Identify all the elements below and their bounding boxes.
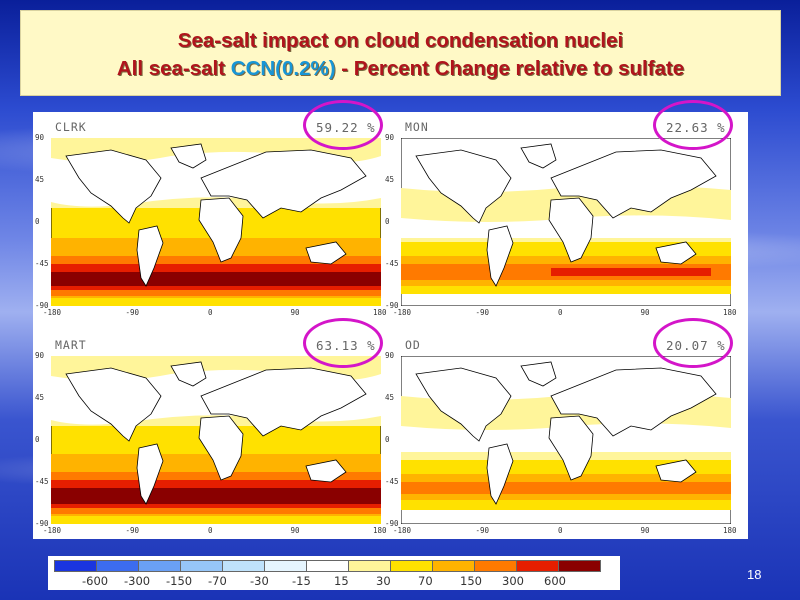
colorbar-label: 70 [418,574,433,588]
panel-label-mart: MART [55,338,87,352]
colorbar-swatch [474,560,517,572]
colorbar-swatch [432,560,475,572]
title-part-a: All sea-salt [116,57,226,80]
colorbar-swatch [516,560,559,572]
map-od [401,356,731,524]
y-tick-label: 90 [35,351,45,360]
x-tick-label: 0 [208,308,213,317]
colorbar-swatch [306,560,349,572]
y-tick-label: 45 [385,175,395,184]
colorbar-label: 150 [460,574,482,588]
panel-label-clrk: CLRK [55,120,87,134]
panel-label-mon: MON [405,120,429,134]
highlight-ring-mon [653,100,733,150]
colorbar-label: 300 [502,574,524,588]
x-tick-label: -180 [393,308,412,317]
y-tick-label: 0 [385,435,390,444]
y-tick-label: -90 [385,301,399,310]
title-banner: Sea-salt impact on cloud condensation nu… [20,10,781,96]
x-tick-label: -90 [475,308,490,317]
colorbar-swatch [558,560,601,572]
highlight-ring-od [653,318,733,368]
y-tick-label: 0 [385,217,390,226]
y-tick-label: 45 [385,393,395,402]
colorbar-label: 15 [334,574,349,588]
y-tick-label: -45 [35,259,49,268]
colorbar: -600 -300 -150 -70 -30 -15 15 30 70 150 300 600 [48,556,620,590]
colorbar-label: -30 [250,574,269,588]
y-tick-label: 90 [385,351,395,360]
x-tick-label: 0 [558,308,563,317]
colorbar-label: -600 [82,574,109,588]
x-tick-label: 180 [723,526,737,535]
x-tick-label: -180 [393,526,412,535]
colorbar-label: -150 [166,574,193,588]
colorbar-label: -15 [292,574,311,588]
x-tick-label: 90 [640,526,650,535]
map-panel-clrk [51,138,381,306]
colorbar-label: 600 [544,574,566,588]
colorbar-swatch [264,560,307,572]
y-tick-label: 0 [35,435,40,444]
map-figure: CLRK 59.22 % MON 22.63 % [33,100,748,539]
title-part-ccn: CCN(0.2%) [230,57,336,80]
map-mon [401,138,731,306]
x-tick-label: -180 [43,526,62,535]
colorbar-swatch [138,560,181,572]
x-tick-label: 90 [290,526,300,535]
x-tick-label: 0 [558,526,563,535]
slide-title-line1: Sea-salt impact on cloud condensation nu… [177,29,624,52]
map-panel-mon [401,138,731,306]
y-tick-label: -90 [385,519,399,528]
y-tick-label: 90 [385,133,395,142]
y-tick-label: -90 [35,519,49,528]
colorbar-swatch [390,560,433,572]
y-tick-label: -45 [385,477,399,486]
x-tick-label: -90 [125,308,140,317]
colorbar-swatch [96,560,139,572]
y-tick-label: -90 [35,301,49,310]
map-clrk [51,138,381,306]
y-tick-label: 90 [35,133,45,142]
y-tick-label: 45 [35,393,45,402]
title-part-c: - Percent Change relative to sulfate [335,57,685,80]
x-tick-label: 90 [290,308,300,317]
y-tick-label: -45 [385,259,399,268]
page-number: 18 [747,567,762,582]
colorbar-swatch [222,560,265,572]
slide-title-line2: All sea-salt CCN(0.2%) - Percent Change … [21,57,780,81]
y-tick-label: 0 [35,217,40,226]
y-tick-label: -45 [35,477,49,486]
x-tick-label: -90 [475,526,490,535]
y-tick-label: 45 [35,175,45,184]
x-tick-label: -180 [43,308,62,317]
x-tick-label: 0 [208,526,213,535]
map-mart [51,356,381,524]
panel-label-od: OD [405,338,421,352]
x-tick-label: 90 [640,308,650,317]
x-tick-label: 180 [373,308,387,317]
colorbar-swatch [54,560,97,572]
highlight-ring-clrk [303,100,383,150]
colorbar-swatch [348,560,391,572]
colorbar-label: 30 [376,574,391,588]
highlight-ring-mart [303,318,383,368]
x-tick-label: 180 [373,526,387,535]
x-tick-label: -90 [125,526,140,535]
map-panel-mart [51,356,381,524]
map-panel-od [401,356,731,524]
colorbar-swatch [180,560,223,572]
colorbar-label: -300 [124,574,151,588]
x-tick-label: 180 [723,308,737,317]
colorbar-label: -70 [208,574,227,588]
